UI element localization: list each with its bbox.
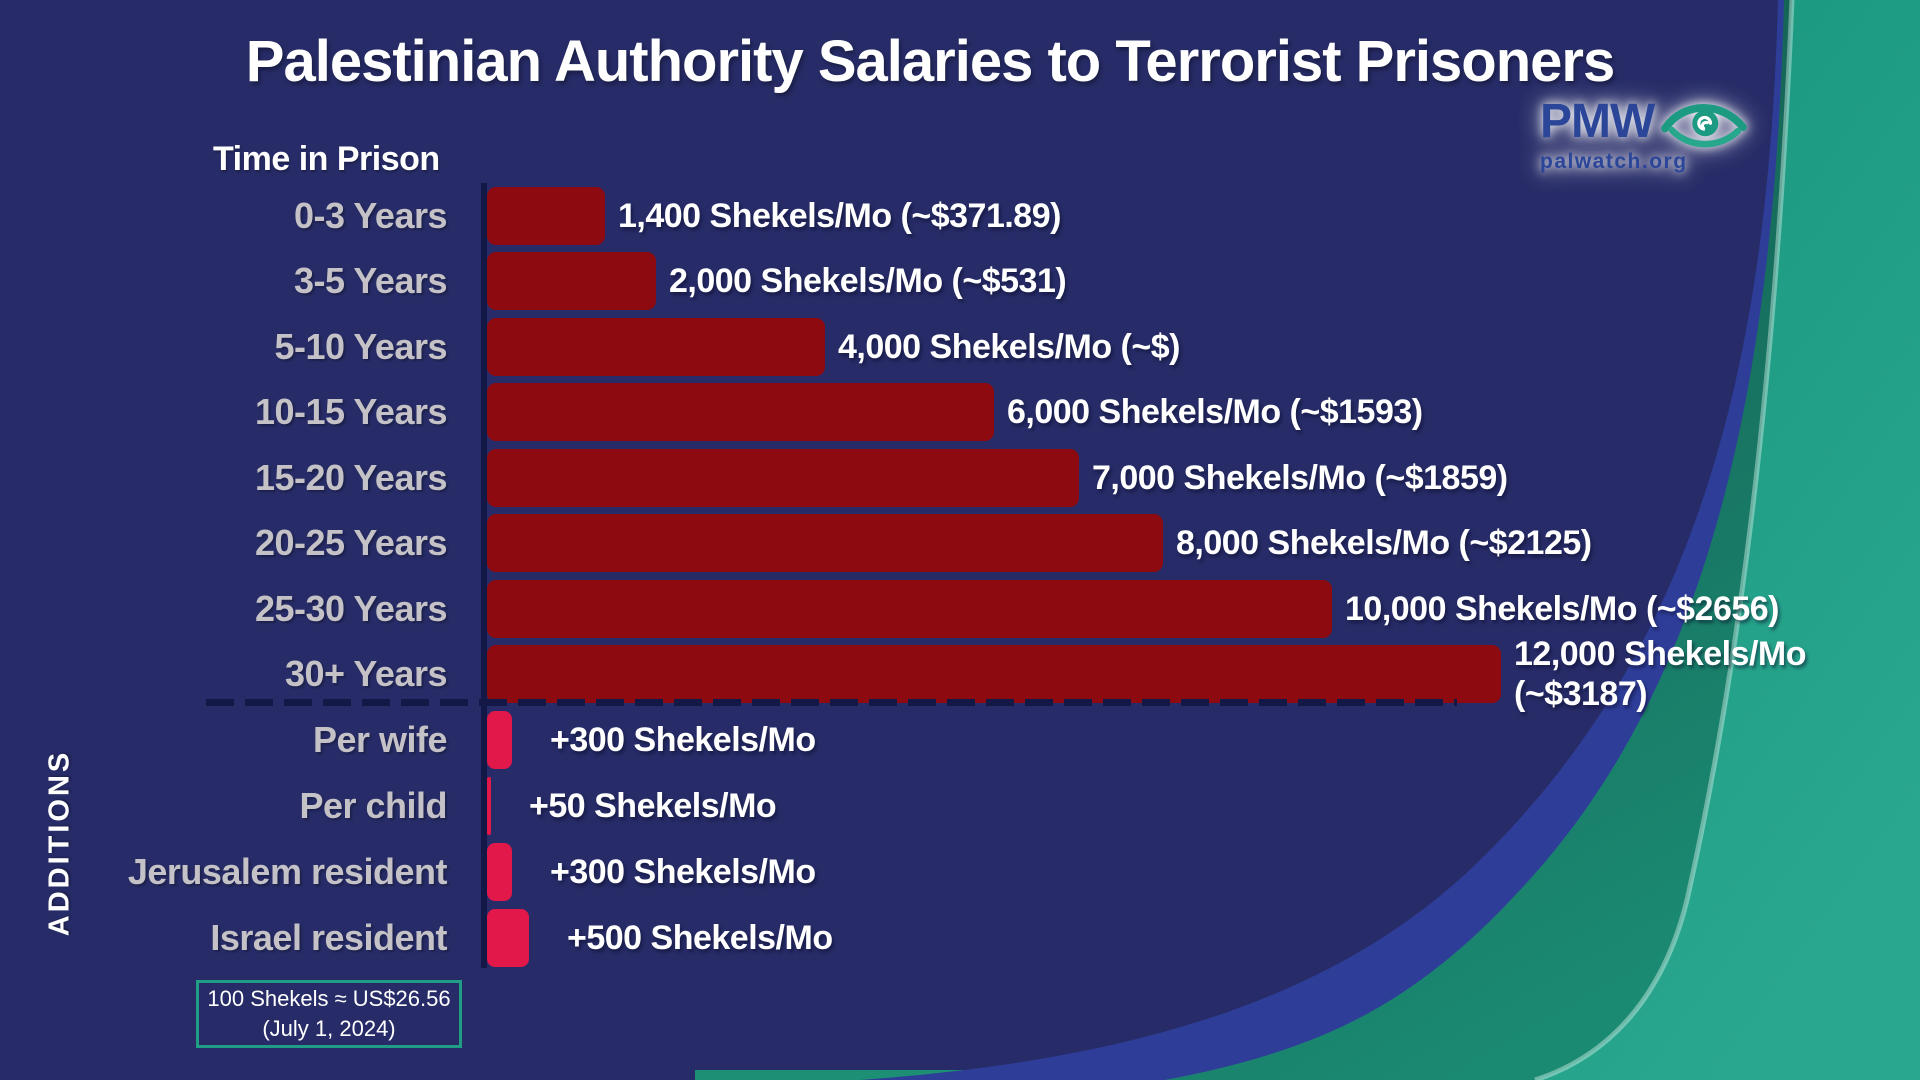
prison-term-rows: 0-3 Years 1,400 Shekels/Mo (~$371.89) 3-5 … [0, 183, 1920, 713]
addition-bar [487, 909, 529, 967]
time-in-prison-header: Time in Prison [213, 140, 440, 178]
category-label: 5-10 Years [274, 325, 447, 367]
pmw-eye-icon [1661, 104, 1748, 148]
category-label: 3-5 Years [294, 260, 447, 302]
prison-term-row: 20-25 Years 8,000 Shekels/Mo (~$2125) [0, 511, 1920, 577]
addition-bar [487, 777, 491, 835]
prison-term-row: 10-15 Years 6,000 Shekels/Mo (~$1593) [0, 380, 1920, 446]
value-label: 1,400 Shekels/Mo (~$371.89) [618, 196, 1061, 235]
salary-bar [487, 252, 656, 311]
pmw-wordmark: PMW [1540, 95, 1655, 148]
prison-term-row: 25-30 Years 10,000 Shekels/Mo (~$2656) [0, 576, 1920, 642]
prison-term-row: 30+ Years 12,000 Shekels/Mo (~$3187) [0, 635, 1920, 713]
salary-bar [487, 383, 994, 442]
value-label: 8,000 Shekels/Mo (~$2125) [1176, 524, 1592, 563]
category-label: Jerusalem resident [127, 851, 448, 892]
salary-bar [487, 448, 1079, 507]
additions-rows: Per wife +300 Shekels/Mo Per child +50 Shek… [0, 707, 1920, 971]
salary-bar [487, 579, 1332, 638]
bottom-teal-strip [695, 1070, 1215, 1080]
salary-bar [487, 645, 1501, 704]
category-label: 30+ Years [284, 653, 448, 695]
addition-row: Per wife +300 Shekels/Mo [0, 707, 1920, 773]
value-label: 7,000 Shekels/Mo (~$1859) [1092, 458, 1508, 497]
salary-bar [487, 514, 1163, 573]
addition-bar [487, 711, 512, 769]
pmw-logo: PMW palwatch.org [1540, 96, 1750, 174]
footnote-line1: 100 Shekels ≈ US$26.56 [207, 986, 451, 1012]
value-label: 12,000 Shekels/Mo (~$3187) [1514, 635, 1807, 714]
value-label: +300 Shekels/Mo [550, 720, 816, 759]
prison-term-row: 0-3 Years 1,400 Shekels/Mo (~$371.89) [0, 183, 1920, 249]
salary-bar [487, 317, 825, 376]
footnote-box: 100 Shekels ≈ US$26.56 (July 1, 2024) [196, 980, 462, 1048]
category-label: Israel resident [210, 917, 447, 958]
value-label: +300 Shekels/Mo [550, 852, 816, 891]
dashed-divider [206, 699, 1457, 706]
chart-axis-line [481, 183, 487, 968]
category-label: 10-15 Years [254, 391, 448, 433]
value-label: 6,000 Shekels/Mo (~$1593) [1007, 393, 1423, 432]
addition-row: Jerusalem resident +300 Shekels/Mo [0, 839, 1920, 905]
value-label: 2,000 Shekels/Mo (~$531) [669, 262, 1067, 301]
salary-bar [487, 186, 605, 245]
palwatch-domain: palwatch.org [1540, 150, 1688, 173]
category-label: 0-3 Years [294, 194, 447, 236]
value-label: +50 Shekels/Mo [529, 786, 777, 825]
category-label: 15-20 Years [254, 456, 448, 498]
prison-term-row: 5-10 Years 4,000 Shekels/Mo (~$) [0, 314, 1920, 380]
prison-term-row: 3-5 Years 2,000 Shekels/Mo (~$531) [0, 249, 1920, 315]
value-label: +500 Shekels/Mo [567, 918, 833, 957]
chart-title: Palestinian Authority Salaries to Terror… [245, 29, 1615, 94]
category-label: 20-25 Years [254, 522, 448, 564]
addition-row: Per child +50 Shekels/Mo [0, 773, 1920, 839]
category-label: Per child [299, 785, 447, 826]
addition-bar [487, 843, 512, 901]
footnote-line2: (July 1, 2024) [262, 1016, 396, 1041]
prison-term-row: 15-20 Years 7,000 Shekels/Mo (~$1859) [0, 445, 1920, 511]
value-label: 4,000 Shekels/Mo (~$) [838, 327, 1180, 366]
category-label: Per wife [312, 719, 448, 760]
category-label: 25-30 Years [254, 587, 448, 629]
addition-row: Israel resident +500 Shekels/Mo [0, 905, 1920, 971]
value-label: 10,000 Shekels/Mo (~$2656) [1345, 589, 1780, 628]
